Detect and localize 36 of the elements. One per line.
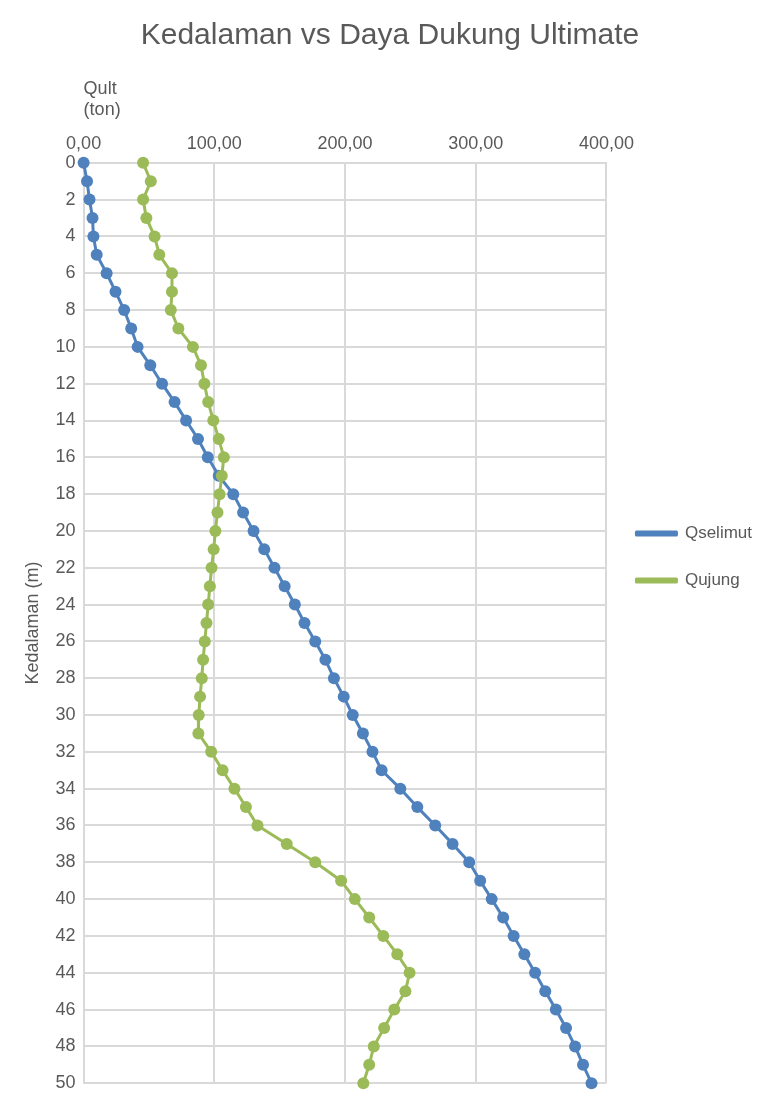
y-tick-label: 8 <box>65 299 76 320</box>
y-tick-label: 12 <box>55 372 76 393</box>
y-tick-label: 48 <box>55 1035 76 1056</box>
x-tick-label: 0,00 <box>66 132 102 153</box>
y-tick-label: 0 <box>65 151 76 172</box>
y-tick-label: 16 <box>55 446 76 467</box>
y-tick-label: 42 <box>55 924 76 945</box>
y-tick-label: 28 <box>55 667 76 688</box>
y-tick-label: 24 <box>55 593 76 614</box>
y-tick-label: 22 <box>55 556 76 577</box>
y-tick-label: 36 <box>55 814 76 835</box>
y-tick-label: 18 <box>55 483 76 504</box>
y-tick-label: 20 <box>55 519 76 540</box>
y-axis-title: Kedalaman (m) <box>21 561 42 685</box>
legend-label: Qujung <box>684 570 740 590</box>
y-tick-label: 34 <box>55 777 76 798</box>
x-tick-label: 200,00 <box>317 132 373 153</box>
y-tick-label: 26 <box>55 630 76 651</box>
x-axis-title: Qult (ton) <box>83 77 121 120</box>
y-tick-label: 6 <box>65 262 76 283</box>
y-tick-label: 40 <box>55 888 76 909</box>
x-tick-label: 100,00 <box>186 132 242 153</box>
y-tick-label: 50 <box>55 1072 76 1093</box>
y-tick-label: 38 <box>55 851 76 872</box>
y-tick-label: 4 <box>65 225 76 246</box>
y-tick-label: 32 <box>55 740 76 761</box>
chart-title: Kedalaman vs Daya Dukung Ultimate <box>140 17 640 51</box>
legend-label: Qselimut <box>684 523 753 543</box>
y-tick-label: 30 <box>55 704 76 725</box>
y-tick-label: 10 <box>55 335 76 356</box>
y-tick-label: 44 <box>55 961 76 982</box>
x-tick-label: 400,00 <box>578 132 634 153</box>
y-tick-label: 2 <box>65 188 76 209</box>
x-tick-label: 300,00 <box>448 132 504 153</box>
y-tick-label: 14 <box>55 409 76 430</box>
y-tick-label: 46 <box>55 998 76 1019</box>
